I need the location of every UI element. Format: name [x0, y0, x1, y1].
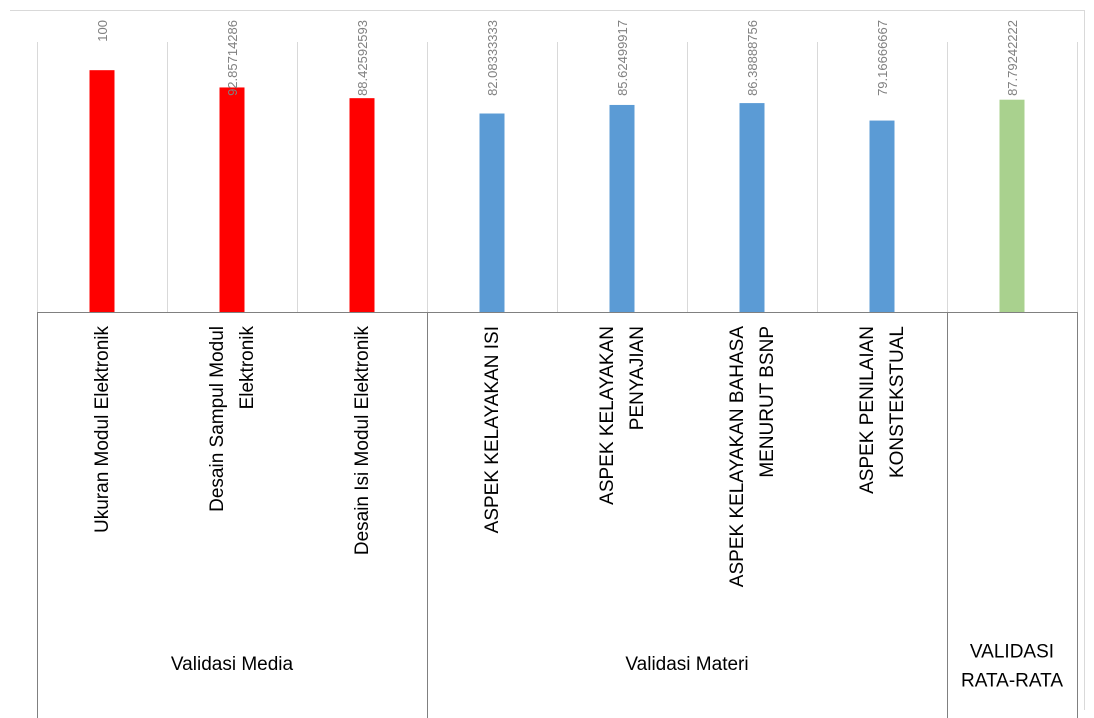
bar	[349, 98, 375, 312]
group-label: Validasi Media	[171, 654, 294, 675]
chart-frame	[10, 10, 1085, 710]
bar	[739, 103, 765, 312]
data-labels: 100 92.85714286 88.42592593 82.08333333 85.6…	[95, 20, 1020, 96]
data-label: 87.79242222	[1005, 20, 1020, 96]
category-label: Desain Sampul Modul Elektronik	[207, 326, 258, 512]
category-label: ASPEK KELAYAKAN PENYAJIAN	[597, 326, 648, 505]
category-label: Ukuran Modul Elektronik	[92, 326, 113, 533]
category-axis	[37, 312, 1078, 718]
data-label: 100	[95, 20, 110, 42]
data-label: 88.42592593	[355, 20, 370, 96]
data-label: 82.08333333	[485, 20, 500, 96]
gridlines	[37, 42, 1078, 312]
bar	[999, 99, 1025, 312]
bars	[89, 70, 1025, 313]
category-label: Desain Isi Modul Elektronik	[352, 326, 373, 556]
bar	[219, 87, 245, 312]
group-label: VALIDASI RATA-RATA	[961, 642, 1063, 692]
data-label: 85.62499917	[615, 20, 630, 96]
bar	[609, 104, 635, 313]
bar	[479, 113, 505, 313]
category-label: ASPEK KELAYAKAN ISI	[482, 326, 503, 533]
category-label: ASPEK KELAYAKAN BAHASA MENURUT BSNP	[727, 326, 778, 588]
bar	[89, 70, 115, 312]
data-label: 86.38888756	[745, 20, 760, 96]
group-label: Validasi Materi	[625, 654, 748, 675]
category-labels: Ukuran Modul Elektronik Desain Sampul Mod…	[92, 326, 908, 588]
data-label: 92.85714286	[225, 20, 240, 96]
bar	[869, 120, 895, 312]
data-label: 79.16666667	[875, 20, 890, 96]
category-label: ASPEK PENILAIAN KONSTEKSTUAL	[857, 326, 908, 494]
group-labels: Validasi Media Validasi Materi VALIDASI RAT…	[171, 642, 1063, 692]
